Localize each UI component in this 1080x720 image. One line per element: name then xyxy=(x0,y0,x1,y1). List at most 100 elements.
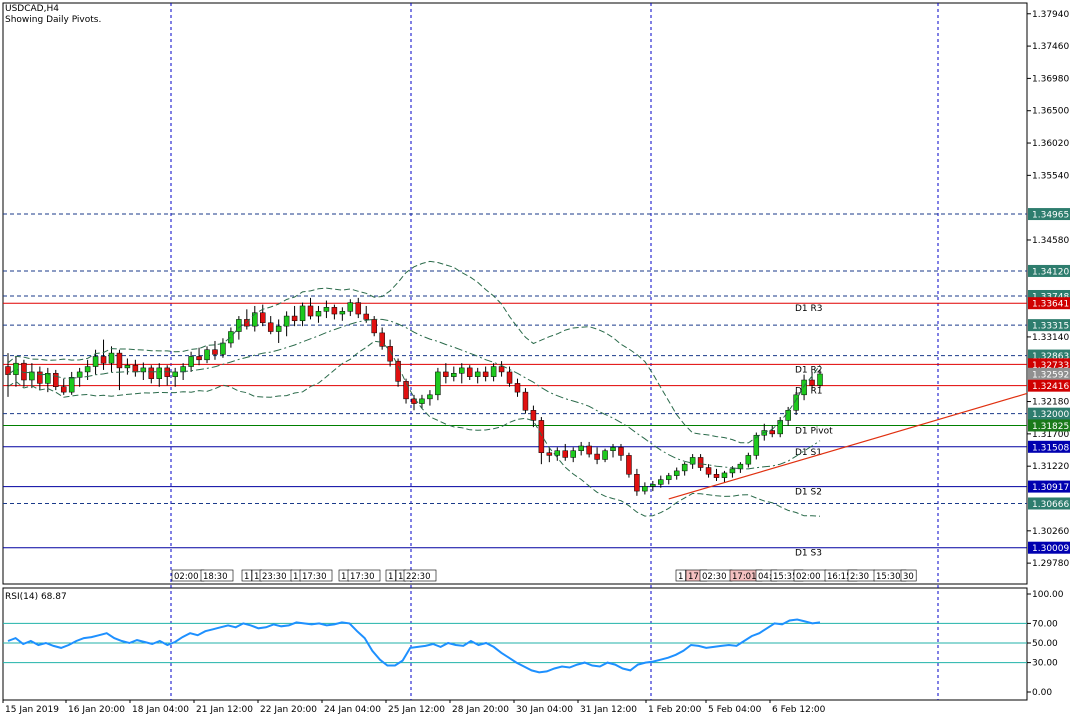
session-marker-box xyxy=(385,569,396,582)
x-axis-label: 1 Feb 20:00 xyxy=(648,705,702,715)
y-axis-label: 1.36500 xyxy=(1032,107,1069,117)
bullish-candle xyxy=(459,367,465,374)
y-axis-label: 1.35540 xyxy=(1032,171,1069,181)
middle-band-line xyxy=(7,318,821,470)
bearish-candle xyxy=(371,319,377,334)
bullish-candle xyxy=(108,352,115,364)
main-plot-frame xyxy=(2,2,1028,585)
session-marker-box xyxy=(900,569,917,582)
bullish-candle xyxy=(753,434,760,456)
price-label: 1.32733 xyxy=(1032,361,1069,371)
bullish-candle xyxy=(323,307,330,312)
bullish-candle xyxy=(817,373,823,386)
y-axis-label: 1.33140 xyxy=(1032,333,1069,343)
pivot-label: D1 S2 xyxy=(795,488,822,498)
bullish-candle xyxy=(84,366,91,373)
bullish-candle xyxy=(610,447,616,451)
price-label: 1.30917 xyxy=(1032,483,1069,493)
bullish-candle xyxy=(419,398,425,404)
bullish-candle xyxy=(681,463,688,472)
bearish-candle xyxy=(514,383,521,393)
bearish-candle xyxy=(705,467,712,475)
bearish-candle xyxy=(244,319,250,327)
session-marker-label: 04: xyxy=(758,572,772,582)
bearish-candle xyxy=(355,302,362,315)
bullish-candle xyxy=(745,455,752,465)
price-label: 1.30009 xyxy=(1032,544,1069,554)
x-axis-label: 22 Jan 20:00 xyxy=(260,705,317,715)
bullish-candle xyxy=(737,463,744,470)
price-label-box xyxy=(1028,480,1070,493)
bullish-candle xyxy=(45,373,51,384)
pivot-label: D1 R3 xyxy=(795,304,823,314)
trendline xyxy=(668,392,1028,500)
rsi-title: RSI(14) 68.87 xyxy=(5,592,67,602)
session-marker-label: 15:30 xyxy=(876,572,901,582)
x-axis-label: 21 Jan 12:00 xyxy=(196,705,253,715)
bullish-candle xyxy=(642,486,648,492)
bearish-candle xyxy=(506,371,513,384)
x-axis-label: 25 Jan 12:00 xyxy=(388,705,445,715)
session-marker-label: 02:00 xyxy=(796,572,821,582)
bearish-candle xyxy=(307,305,314,317)
bullish-candle xyxy=(252,312,258,327)
bearish-candle xyxy=(148,367,155,379)
x-axis-label: 16 Jan 20:00 xyxy=(68,705,125,715)
session-marker-box xyxy=(241,569,252,582)
bullish-candle xyxy=(793,394,799,411)
x-axis-label: 31 Jan 12:00 xyxy=(580,705,637,715)
bearish-candle xyxy=(626,455,632,475)
session-marker-label: 18:30 xyxy=(203,572,228,582)
bearish-candle xyxy=(403,381,409,400)
bearish-candle xyxy=(259,312,266,324)
price-label: 1.32863 xyxy=(1032,352,1069,362)
bearish-candle xyxy=(713,474,720,478)
bearish-candle xyxy=(538,420,545,453)
rsi-axis-label: 0.00 xyxy=(1032,688,1052,698)
session-marker-label: 17: xyxy=(688,572,702,582)
bullish-candle xyxy=(339,311,346,315)
price-label-box xyxy=(1028,497,1070,510)
bearish-candle xyxy=(267,322,274,332)
bearish-candle xyxy=(291,315,298,322)
y-axis-label: 1.36980 xyxy=(1032,74,1069,84)
session-marker-label: 1 xyxy=(293,572,298,582)
session-marker-label: 1 xyxy=(254,572,259,582)
price-label: 1.34965 xyxy=(1032,211,1069,221)
y-axis-label: 1.31700 xyxy=(1032,430,1069,440)
session-marker-label: 1 xyxy=(678,572,683,582)
bearish-candle xyxy=(634,474,640,492)
x-axis-label: 18 Jan 04:00 xyxy=(132,705,189,715)
price-label-box xyxy=(1028,379,1070,392)
price-label: 1.31508 xyxy=(1032,443,1069,453)
pivot-label: D1 S3 xyxy=(795,549,822,559)
bearish-candle xyxy=(132,364,139,373)
price-label-box xyxy=(1028,264,1070,277)
session-marker-label: 22:30 xyxy=(406,572,431,582)
session-marker-label: 02:00 xyxy=(174,572,199,582)
rsi-axis-label: 70.00 xyxy=(1032,619,1058,629)
bearish-candle xyxy=(522,391,529,411)
bearish-candle xyxy=(482,371,489,377)
price-label-box xyxy=(1028,419,1070,432)
x-axis-label: 30 Jan 04:00 xyxy=(516,705,573,715)
bullish-candle xyxy=(92,356,99,367)
bullish-candle xyxy=(490,366,497,377)
bearish-candle xyxy=(498,366,505,373)
bearish-candle xyxy=(618,447,624,456)
bullish-candle xyxy=(578,445,584,451)
price-label: 1.32592 xyxy=(1032,370,1069,380)
bullish-candle xyxy=(658,479,664,485)
bearish-candle xyxy=(809,379,815,386)
bullish-candle xyxy=(156,367,163,379)
session-marker-box xyxy=(299,569,333,582)
bullish-candle xyxy=(801,379,807,396)
bearish-candle xyxy=(116,352,123,369)
x-axis-label: 15 Jan 2019 xyxy=(5,705,59,715)
bullish-candle xyxy=(188,356,194,367)
rsi-plot-frame xyxy=(2,587,1028,701)
price-label: 1.33641 xyxy=(1032,300,1069,310)
rsi-axis-label: 100.00 xyxy=(1032,590,1064,600)
rsi-axis-label: 30.00 xyxy=(1032,659,1058,669)
